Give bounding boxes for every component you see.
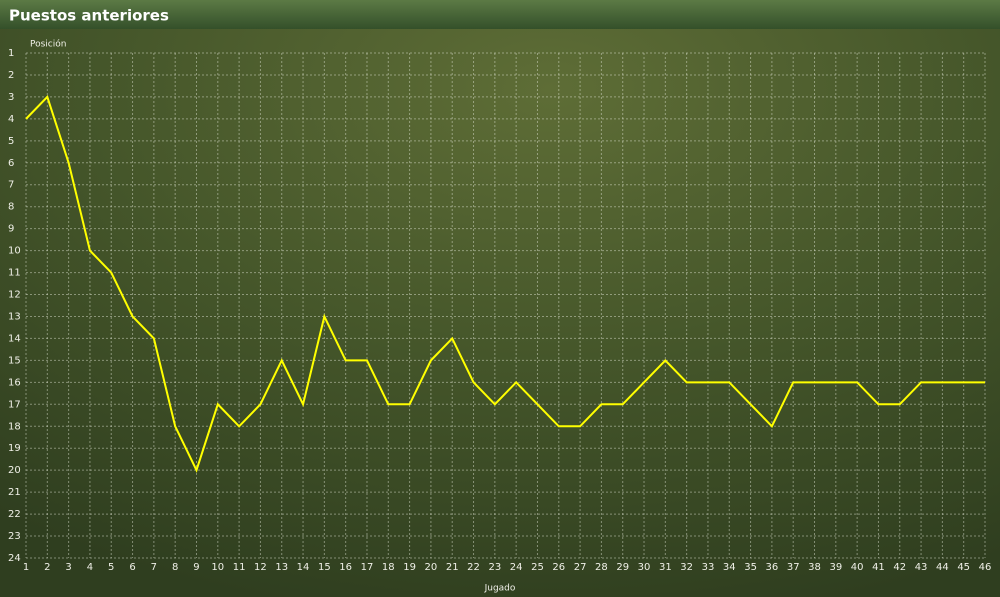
x-tick-label: 10 — [211, 562, 224, 573]
y-tick-label: 3 — [8, 92, 14, 103]
x-tick-label: 3 — [65, 562, 71, 573]
y-tick-label: 8 — [8, 202, 14, 213]
x-tick-label: 25 — [531, 562, 544, 573]
x-tick-label: 43 — [915, 562, 928, 573]
x-tick-label: 26 — [552, 562, 565, 573]
x-tick-label: 19 — [403, 562, 416, 573]
x-tick-label: 44 — [936, 562, 949, 573]
y-tick-label: 1 — [8, 48, 14, 59]
y-tick-label: 19 — [8, 443, 21, 454]
line — [25, 95, 985, 473]
y-tick-label: 15 — [8, 355, 21, 366]
title-bar — [0, 0, 1000, 29]
y-tick-label: 16 — [8, 377, 21, 388]
y-tick-label: 20 — [8, 465, 21, 476]
x-axis-label: Jugado — [484, 584, 516, 594]
y-tick-label: 24 — [8, 553, 21, 564]
x-tick-label: 31 — [659, 562, 672, 573]
y-tick-label: 10 — [8, 246, 21, 257]
x-tick-label: 11 — [233, 562, 246, 573]
chart-title: Puestos anteriores — [9, 7, 169, 25]
x-tick-label: 12 — [254, 562, 267, 573]
y-tick-label: 23 — [8, 531, 21, 542]
x-tick-label: 20 — [425, 562, 438, 573]
x-tick-label: 6 — [129, 562, 135, 573]
y-tick-label: 5 — [8, 136, 14, 147]
y-tick-label: 22 — [8, 509, 21, 520]
y-tick-label: 17 — [8, 399, 21, 410]
x-tick-label: 45 — [957, 562, 970, 573]
x-tick-label: 39 — [829, 562, 842, 573]
y-tick-label: 14 — [8, 333, 21, 344]
x-tick-label: 34 — [723, 562, 736, 573]
x-tick-label: 16 — [339, 562, 352, 573]
x-tick-label: 24 — [510, 562, 523, 573]
x-tick-label: 1 — [23, 562, 29, 573]
x-tick-label: 36 — [766, 562, 779, 573]
x-tick-label: 2 — [44, 562, 50, 573]
y-tick-label: 21 — [8, 487, 21, 498]
x-tick-label: 37 — [787, 562, 800, 573]
x-tick-label: 18 — [382, 562, 395, 573]
x-tick-label: 17 — [361, 562, 374, 573]
x-tick-label: 14 — [297, 562, 310, 573]
y-tick-label: 2 — [8, 70, 14, 81]
x-tick-label: 46 — [979, 562, 992, 573]
x-tick-label: 4 — [87, 562, 93, 573]
x-tick-label: 15 — [318, 562, 331, 573]
y-tick-label: 18 — [8, 421, 21, 432]
x-tick-label: 23 — [488, 562, 501, 573]
x-tick-label: 8 — [172, 562, 178, 573]
x-tick-label: 21 — [446, 562, 459, 573]
x-tick-label: 7 — [151, 562, 157, 573]
y-axis-label: Posición — [30, 39, 66, 50]
x-tick-label: 40 — [851, 562, 864, 573]
x-tick-label: 28 — [595, 562, 608, 573]
x-tick-label: 9 — [193, 562, 199, 573]
x-tick-label: 27 — [574, 562, 587, 573]
x-tick-label: 35 — [744, 562, 757, 573]
x-tick-label: 41 — [872, 562, 885, 573]
x-tick-label: 32 — [680, 562, 693, 573]
x-tick-label: 30 — [638, 562, 651, 573]
x-tick-label: 5 — [108, 562, 114, 573]
x-tick-label: 33 — [702, 562, 715, 573]
y-tick-label: 9 — [8, 224, 14, 235]
x-tick-label: 13 — [275, 562, 288, 573]
y-tick-label: 7 — [8, 180, 14, 191]
y-tick-label: 13 — [8, 311, 21, 322]
x-tick-label: 29 — [616, 562, 629, 573]
x-tick-label: 22 — [467, 562, 480, 573]
y-tick-label: 6 — [8, 158, 14, 169]
y-tick-label: 12 — [8, 290, 21, 301]
y-tick-label: 11 — [8, 268, 21, 279]
x-tick-label: 38 — [808, 562, 821, 573]
x-tick-label: 42 — [893, 562, 906, 573]
y-tick-label: 4 — [8, 114, 14, 125]
